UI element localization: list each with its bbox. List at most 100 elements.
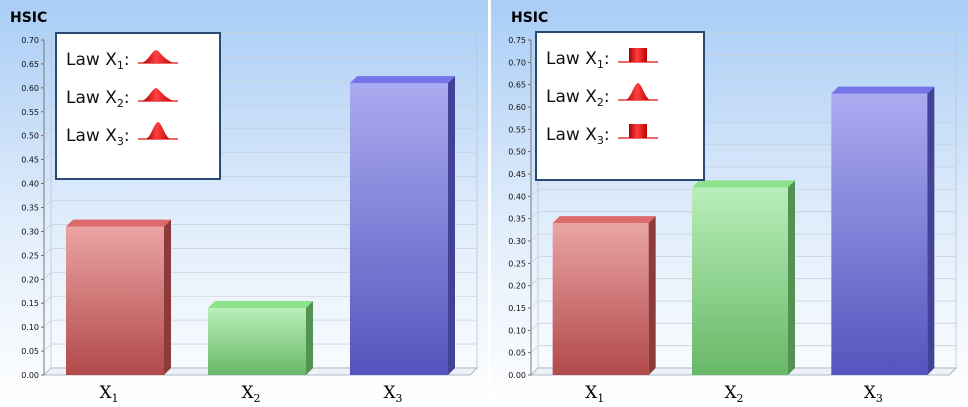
gridline xyxy=(530,278,956,286)
bar-front xyxy=(350,83,448,376)
bar-top xyxy=(208,301,313,308)
icon-shape xyxy=(629,48,647,62)
y-tick-label: 0.45 xyxy=(21,156,39,165)
bar-top xyxy=(66,219,171,227)
gridline xyxy=(43,32,477,41)
gridline xyxy=(43,271,477,280)
gridline xyxy=(43,80,477,89)
y-tick-label: 0.30 xyxy=(21,227,39,236)
gridline xyxy=(43,176,477,184)
chart-right: 0.00 0.05 0.10 0.15 0.20 0.25 0.30 0.35 0.40 0.45… xyxy=(491,0,968,407)
y-ticks: 0.00 0.05 0.10 0.15 0.20 0.25 0.30 0.35 0.40 0.45… xyxy=(508,36,526,380)
uniform-icon xyxy=(618,124,658,139)
gaussian-skewed-icon xyxy=(138,50,178,64)
y-tick-label: 0.60 xyxy=(508,103,526,112)
y-tick-label: 0.50 xyxy=(21,132,39,141)
legend-entry-label: Law X3: xyxy=(546,125,610,147)
bar-side xyxy=(448,76,455,376)
y-tick-label: 0.65 xyxy=(508,81,526,90)
icon-shape xyxy=(142,50,174,63)
bar-1 xyxy=(66,219,171,375)
bar-1 xyxy=(552,216,656,375)
bar-front xyxy=(208,308,306,375)
y-tick-label: 0.50 xyxy=(508,148,526,157)
gridline xyxy=(530,188,956,197)
y-tick-label: 0.10 xyxy=(508,326,526,335)
gridline xyxy=(43,200,477,208)
gaussian-narrow-icon xyxy=(618,83,658,101)
bar-side xyxy=(788,180,795,375)
y-tick-label: 0.40 xyxy=(21,180,39,189)
legend-entry-label: Law X1: xyxy=(66,50,130,72)
gridline xyxy=(43,56,477,65)
gridline xyxy=(530,322,956,331)
gridline xyxy=(530,211,956,219)
gridline xyxy=(530,255,956,264)
y-tick-label: 0.15 xyxy=(21,299,39,308)
bar-side xyxy=(306,301,313,375)
gaussian-skewed-icon xyxy=(138,88,178,102)
icon-shape xyxy=(629,124,647,138)
bar-front xyxy=(692,187,788,375)
gridline xyxy=(43,319,477,328)
gridline xyxy=(43,343,477,352)
bar-2 xyxy=(208,301,313,375)
gridline xyxy=(43,247,477,256)
y-tick-label: 0.15 xyxy=(508,304,526,313)
legend-entry-label: Law X3: xyxy=(66,126,130,148)
bar-top xyxy=(692,180,795,188)
y-tick-label: 0.70 xyxy=(508,58,526,67)
y-tick-label: 0.55 xyxy=(21,108,39,117)
uniform-icon xyxy=(618,48,658,63)
gridline xyxy=(530,345,956,353)
bar-top xyxy=(552,216,656,224)
gridline xyxy=(43,295,477,304)
gridline xyxy=(530,233,956,242)
y-tick-label: 0.30 xyxy=(508,237,526,246)
gridline xyxy=(530,300,956,309)
bar-front xyxy=(831,93,928,375)
y-tick-label: 0.35 xyxy=(21,204,39,213)
y-tick-label: 0.55 xyxy=(508,125,526,134)
y-tick-label: 0.65 xyxy=(21,60,39,69)
bar-top xyxy=(350,76,455,84)
legend-entry-label: Law X2: xyxy=(66,88,130,110)
y-tick-label: 0.40 xyxy=(508,192,526,201)
y-tick-label: 0.00 xyxy=(21,371,39,380)
y-tick-label: 0.05 xyxy=(21,347,39,356)
y-tick-label: 0.75 xyxy=(508,36,526,45)
bar-top xyxy=(831,86,935,94)
bar-2 xyxy=(692,180,795,375)
gridline xyxy=(43,152,477,160)
chart-title: HSIC xyxy=(10,10,47,26)
y-tick-label: 0.25 xyxy=(21,251,39,260)
y-tick-label: 0.00 xyxy=(508,371,526,380)
y-tick-label: 0.60 xyxy=(21,84,39,93)
gridline xyxy=(43,224,477,232)
gridline xyxy=(43,104,477,113)
bar-front xyxy=(66,226,164,375)
y-tick-label: 0.25 xyxy=(508,259,526,268)
legend-entry-label: Law X1: xyxy=(546,49,610,71)
y-tick-label: 0.20 xyxy=(508,282,526,291)
y-tick-label: 0.35 xyxy=(508,215,526,224)
y-ticks: 0.00 0.05 0.10 0.15 0.20 0.25 0.30 0.35 0.40 0.45… xyxy=(21,36,39,380)
bar-front xyxy=(552,223,649,375)
bar-3 xyxy=(350,76,455,376)
icon-shape xyxy=(142,88,174,101)
gridline xyxy=(43,128,477,136)
legend: Law X1: Law X2: Law X3: xyxy=(535,31,705,181)
chart-panel-right: 0.00 0.05 0.10 0.15 0.20 0.25 0.30 0.35 0.40 0.45… xyxy=(491,0,968,407)
y-tick-label: 0.45 xyxy=(508,170,526,179)
legend: Law X1: Law X2: Law X3: xyxy=(55,32,221,180)
legend-box xyxy=(535,31,705,181)
chart-left: 0.00 0.05 0.10 0.15 0.20 0.25 0.30 0.35 0.40 0.45… xyxy=(0,0,488,407)
legend-entry-label: Law X2: xyxy=(546,87,610,109)
chart-title: HSIC xyxy=(511,10,548,26)
y-tick-label: 0.05 xyxy=(508,349,526,358)
chart-panel-left: 0.00 0.05 0.10 0.15 0.20 0.25 0.30 0.35 0.40 0.45… xyxy=(0,0,488,407)
bar-side xyxy=(927,86,935,375)
icon-shape xyxy=(626,83,650,100)
bar-side xyxy=(164,219,171,375)
gaussian-narrow-icon xyxy=(138,122,178,140)
